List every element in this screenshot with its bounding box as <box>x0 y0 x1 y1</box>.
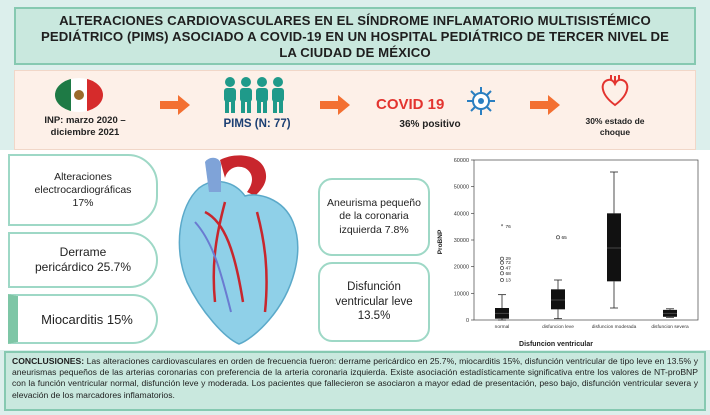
finding-pericardial: Derrame pericárdico 25.7% <box>8 232 158 288</box>
outlier-label: 47 <box>506 266 512 272</box>
conclusions-box: CONCLUSIONES: Las alteraciones cardiovas… <box>4 351 706 411</box>
finding-ecg-line-1: Alteraciones <box>54 170 112 183</box>
outlier-label: 68 <box>506 271 512 277</box>
conclusions-label: CONCLUSIONES: <box>12 356 85 366</box>
finding-ventricular-line-1: Disfunción <box>347 281 401 294</box>
heart-illustration <box>178 155 299 345</box>
finding-myocarditis-line-1: Miocarditis 15% <box>41 311 133 327</box>
outlier-point <box>500 266 504 270</box>
finding-ventricular-line-2: ventricular leve <box>335 295 413 308</box>
box <box>551 289 565 310</box>
title-line-1: ALTERACIONES CARDIOVASCULARES EN EL SÍND… <box>59 13 651 28</box>
inp-period-line-2: diciembre 2021 <box>50 127 120 138</box>
box <box>607 213 621 282</box>
title-line-2: PEDIÁTRICO (PIMS) ASOCIADO A COVID-19 EN… <box>40 29 670 44</box>
outlier-point <box>500 260 504 265</box>
heart-icon <box>601 75 629 107</box>
title-line-3: LA CIUDAD DE MÉXICO <box>279 45 431 60</box>
x-tick-label: disfuncion leve <box>542 324 574 330</box>
arrow-right-icon <box>160 95 190 115</box>
arrow-right-icon <box>320 95 350 115</box>
finding-ventricular: Disfunción ventricular leve 13.5% <box>318 262 430 342</box>
virus-icon <box>467 87 495 115</box>
outlier-label: 13 <box>506 278 512 284</box>
y-tick-label: 0 <box>466 318 469 324</box>
pims-label: PIMS (N: 77) <box>223 118 291 130</box>
flow-band <box>14 70 696 150</box>
arrow-right-icon <box>530 95 560 115</box>
outlier-extreme: * <box>501 225 504 231</box>
poster-title: ALTERACIONES CARDIOVASCULARES EN EL SÍND… <box>14 7 696 65</box>
finding-aneurysm-line-3: izquierda 7.8% <box>339 223 409 236</box>
conclusions-text: Las alteraciones cardiovasculares en ord… <box>12 356 698 400</box>
finding-myocarditis: Miocarditis 15% <box>8 294 158 344</box>
outlier-point <box>500 278 504 282</box>
finding-pericardial-line-2: pericárdico 25.7% <box>34 260 132 274</box>
y-axis-label: ProBNP <box>437 229 444 254</box>
outlier-label: 65 <box>562 235 568 241</box>
outlier-point <box>500 271 504 276</box>
outlier-label: 29 <box>506 256 512 262</box>
y-tick-label: 60000 <box>454 158 469 164</box>
finding-aneurysm-line-2: de la coronaria <box>339 210 409 223</box>
plot-frame <box>473 159 699 321</box>
finding-ventricular-line-3: 13.5% <box>357 310 391 323</box>
finding-aneurysm-line-1: Aneurisma pequeño <box>327 196 421 209</box>
finding-ecg-line-3: 17% <box>72 196 94 209</box>
outlier-point <box>500 256 504 261</box>
covid-percent: 36% positivo <box>399 119 461 130</box>
finding-pericardial-line-1: Derrame <box>59 245 107 259</box>
finding-aneurysm: Aneurisma pequeño de la coronaria izquie… <box>318 178 430 256</box>
y-tick-label: 50000 <box>454 185 469 191</box>
x-tick-label: disfuncion severa <box>651 324 689 330</box>
shock-line-2: choque <box>599 127 631 137</box>
finding-ecg-line-2: electrocardiográficas <box>34 183 132 196</box>
finding-ecg: Alteraciones electrocardiográficas 17% <box>8 154 158 226</box>
outlier-label: 76 <box>506 224 512 230</box>
boxplot-svg: 0 10000 20000 30000 40000 50000 60000 normal dis… <box>437 158 699 348</box>
inp-period: INP: marzo 2020 – diciembre 2021 <box>40 115 130 139</box>
y-tick-label: 20000 <box>454 265 469 271</box>
covid-title: COVID 19 <box>376 96 445 113</box>
shock-label: 30% estado de choque <box>575 116 655 138</box>
x-tick-label: disfuncion moderada <box>592 324 637 330</box>
shock-line-1: 30% estado de <box>585 116 645 126</box>
y-tick-label: 40000 <box>454 211 469 217</box>
mexico-flag-icon <box>55 78 103 112</box>
y-tick-label: 10000 <box>454 291 469 297</box>
y-tick-label: 30000 <box>454 238 469 244</box>
outlier-point <box>556 235 560 240</box>
x-axis-label: Disfuncion ventricular <box>519 341 593 348</box>
probnp-boxplot: 0 10000 20000 30000 40000 50000 60000 normal dis… <box>436 150 704 350</box>
x-tick-label: normal <box>495 324 510 330</box>
inp-period-line-1: INP: marzo 2020 – <box>44 115 126 126</box>
people-group-icon <box>224 77 284 113</box>
outlier-label: 72 <box>506 260 512 266</box>
